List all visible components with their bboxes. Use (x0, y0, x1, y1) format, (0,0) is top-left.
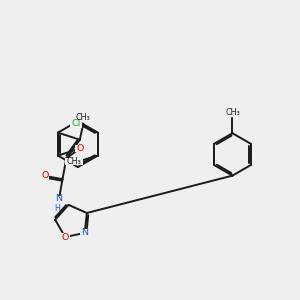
Bar (75, 114, 92, 122)
Text: O: O (41, 171, 49, 180)
Bar (54, 196, 63, 203)
Text: O: O (76, 144, 83, 153)
Text: CH₃: CH₃ (76, 113, 91, 122)
Text: N: N (81, 228, 88, 237)
Text: N: N (55, 194, 62, 203)
Text: CH₃: CH₃ (67, 157, 82, 166)
Text: H: H (54, 204, 60, 213)
Text: Cl: Cl (71, 119, 81, 128)
Text: O: O (61, 232, 69, 242)
Bar (75, 145, 85, 152)
Bar (40, 172, 49, 180)
Bar (65, 158, 83, 165)
Bar (61, 233, 70, 241)
Bar (224, 109, 241, 116)
Bar (70, 120, 82, 127)
Bar (80, 229, 89, 237)
Text: CH₃: CH₃ (225, 107, 240, 116)
